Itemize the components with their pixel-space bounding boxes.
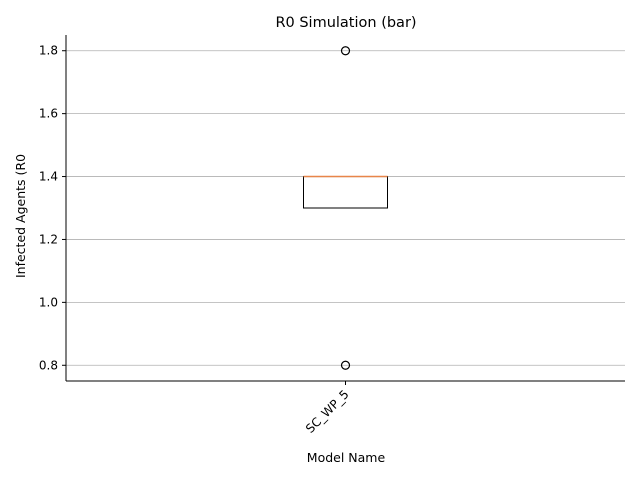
outlier-point xyxy=(340,46,351,56)
x-axis-label: Model Name xyxy=(307,450,386,465)
outlier-point xyxy=(340,360,351,370)
box-group xyxy=(303,46,388,370)
y-ticks: 0.8 1.0 1.2 1.4 1.6 1.8 xyxy=(39,44,66,372)
y-tick-label: 0.8 xyxy=(39,358,58,372)
boxes xyxy=(303,46,388,370)
y-tick-label: 1.8 xyxy=(39,44,58,58)
y-tick-label: 1.4 xyxy=(39,170,58,184)
x-tick-label: SC_WP_5 xyxy=(303,387,352,436)
y-tick-label: 1.6 xyxy=(39,107,58,121)
box-iqr xyxy=(303,176,388,209)
y-tick-label: 1.2 xyxy=(39,232,58,246)
y-tick-label: 1.0 xyxy=(39,295,58,309)
y-axis-label: Infected Agents (R0 xyxy=(13,154,28,278)
grid-lines xyxy=(66,50,625,366)
chart-title: R0 Simulation (bar) xyxy=(275,15,416,31)
x-ticks: SC_WP_5 xyxy=(303,381,352,436)
